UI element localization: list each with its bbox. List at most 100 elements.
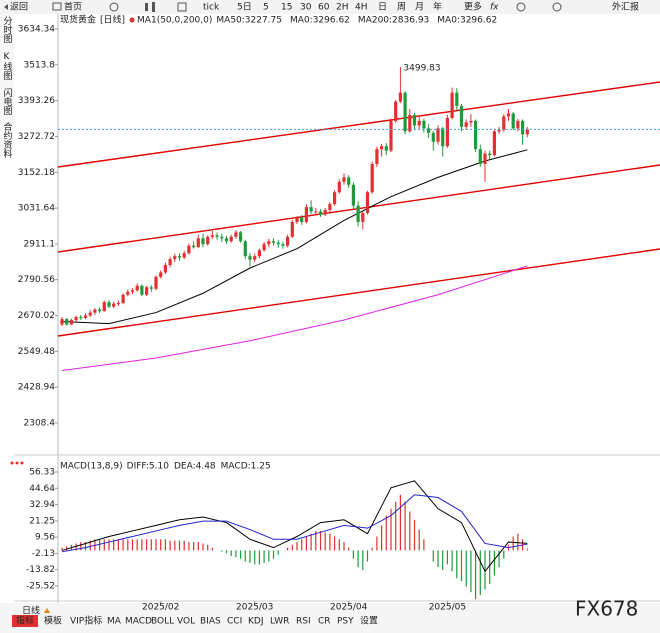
bottom-tab[interactable]: BIAS bbox=[200, 617, 221, 627]
macd-bar bbox=[503, 550, 505, 559]
period-button[interactable]: 5 bbox=[263, 3, 269, 13]
macd-bar bbox=[348, 547, 350, 551]
candle-body bbox=[210, 235, 214, 237]
legend-item: MA50:3227.75 bbox=[216, 16, 282, 26]
candle-body bbox=[441, 128, 445, 147]
candle-body bbox=[60, 319, 64, 325]
period-button[interactable]: 5日 bbox=[237, 2, 252, 13]
candle-body bbox=[300, 217, 304, 222]
sidebar-tab[interactable]: 合约资料 bbox=[2, 121, 13, 159]
candle-body bbox=[380, 146, 384, 150]
candle-body bbox=[267, 241, 271, 245]
bottom-tab[interactable]: MA bbox=[107, 617, 122, 627]
macd-bar bbox=[357, 550, 359, 568]
candle-body bbox=[154, 276, 158, 289]
macd-bar bbox=[315, 530, 317, 551]
candle-body bbox=[107, 302, 111, 307]
quote-button[interactable]: 外汇报 bbox=[612, 1, 639, 13]
macd-bar bbox=[498, 550, 500, 568]
legend-item: DIFF:5.10 bbox=[127, 462, 170, 472]
macd-bar bbox=[470, 550, 472, 593]
period-button[interactable]: 15 bbox=[281, 3, 292, 13]
bottom-tab[interactable]: RSI bbox=[296, 617, 311, 627]
toolbar-bg bbox=[0, 0, 660, 14]
candle-body bbox=[445, 117, 449, 147]
macd-bar bbox=[381, 525, 383, 551]
candle-body bbox=[455, 92, 459, 107]
home-button[interactable]: 首页 bbox=[64, 1, 82, 13]
macd-bar bbox=[395, 501, 397, 551]
layout-icon[interactable] bbox=[177, 2, 187, 12]
bottom-tab[interactable]: PSY bbox=[337, 617, 354, 627]
period-button[interactable]: 60 bbox=[318, 3, 330, 13]
bottom-tab[interactable]: BOLL bbox=[151, 617, 174, 627]
macd-bar bbox=[404, 501, 406, 551]
macd-bar bbox=[310, 533, 312, 551]
bottom-tab[interactable]: MACD bbox=[125, 617, 152, 627]
y-tick-label: 56.33 bbox=[29, 467, 55, 477]
bottom-tab[interactable]: VIP指标 bbox=[70, 615, 102, 627]
sidebar-tab[interactable]: 闪电图 bbox=[2, 88, 13, 116]
candle-body bbox=[474, 120, 478, 150]
macd-bar bbox=[484, 550, 486, 590]
watermark: FX678 bbox=[575, 597, 638, 621]
period-button[interactable]: 4H bbox=[355, 3, 368, 13]
bottom-tab[interactable]: CR bbox=[318, 617, 331, 627]
y-tick-label: 3393.26 bbox=[18, 96, 55, 106]
bottom-tab[interactable]: LWR bbox=[270, 617, 289, 627]
period-button[interactable]: 2H bbox=[336, 3, 349, 13]
macd-bar bbox=[84, 542, 87, 551]
candle-body bbox=[149, 287, 153, 289]
period-selector[interactable]: 日线 bbox=[22, 605, 40, 617]
bottom-tab[interactable]: 设置 bbox=[360, 616, 378, 627]
candle-body bbox=[521, 120, 525, 135]
tick-button[interactable]: tick bbox=[203, 3, 220, 13]
x-tick-label: 2025/03 bbox=[236, 603, 273, 613]
candle-body bbox=[333, 192, 337, 205]
candle-body bbox=[417, 120, 421, 126]
macd-bar bbox=[272, 550, 275, 559]
candle-icon[interactable] bbox=[145, 3, 148, 11]
indicator-icon[interactable] bbox=[10, 461, 24, 465]
period-button[interactable]: 日 bbox=[378, 2, 387, 13]
candle-body bbox=[403, 92, 407, 132]
bottom-tab[interactable]: CCI bbox=[227, 617, 242, 627]
candle-body bbox=[201, 238, 205, 245]
macd-bar bbox=[164, 539, 166, 551]
candle-body bbox=[192, 245, 196, 248]
candle-body bbox=[295, 217, 299, 222]
macd-bar bbox=[268, 550, 270, 562]
search-button[interactable] bbox=[552, 2, 562, 12]
zoom-button[interactable] bbox=[516, 2, 526, 12]
y-tick-label: 32.94 bbox=[29, 500, 55, 510]
period-button[interactable]: 30 bbox=[300, 3, 312, 13]
more-button[interactable]: 更多 bbox=[464, 1, 482, 13]
candle-body bbox=[516, 120, 520, 129]
candle-body bbox=[98, 309, 102, 312]
period-button[interactable]: 年 bbox=[433, 1, 442, 13]
period-button[interactable]: 周 bbox=[397, 2, 406, 13]
bottom-tab[interactable]: KDJ bbox=[248, 617, 264, 627]
bottom-tab[interactable]: 指标 bbox=[16, 615, 34, 627]
fx-button[interactable]: fx bbox=[490, 3, 499, 13]
macd-bar bbox=[127, 539, 129, 551]
macd-bar bbox=[376, 536, 378, 551]
refresh-button[interactable] bbox=[109, 2, 119, 12]
y-tick-label: 9.56 bbox=[35, 533, 55, 543]
candle-body bbox=[116, 303, 120, 305]
legend-item: MA200:2836.93 bbox=[358, 16, 429, 26]
candle-body bbox=[497, 129, 501, 132]
y-tick-label: 2308.4 bbox=[24, 418, 56, 428]
macd-bar bbox=[113, 539, 115, 551]
sidebar-tab[interactable]: 分时图 bbox=[2, 16, 13, 44]
macd-bar bbox=[75, 543, 77, 551]
candle-body bbox=[347, 177, 351, 185]
y-tick-label: 2911.1 bbox=[24, 239, 56, 249]
period-button[interactable]: 月 bbox=[415, 2, 424, 13]
candle-body bbox=[464, 122, 468, 127]
bottom-tab[interactable]: VOL bbox=[177, 617, 195, 627]
candle-body bbox=[135, 285, 139, 291]
sidebar-tab[interactable]: K线图 bbox=[2, 52, 13, 81]
bottom-tab[interactable]: 模板 bbox=[44, 615, 62, 627]
back-button[interactable]: 返回 bbox=[10, 1, 28, 13]
